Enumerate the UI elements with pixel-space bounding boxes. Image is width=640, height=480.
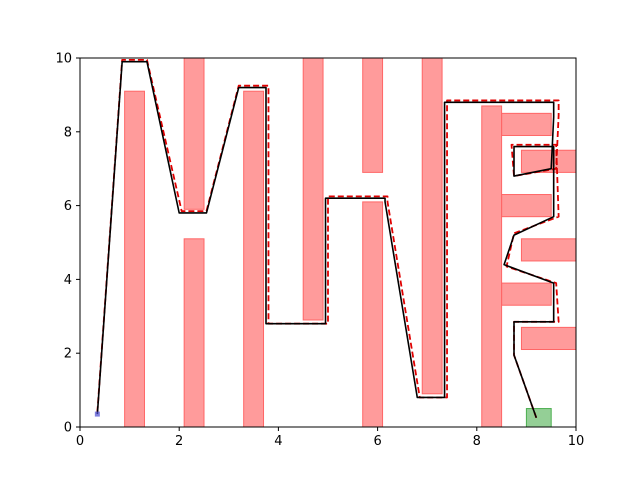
obstacles-layer	[124, 57, 577, 428]
axes-frame	[79, 57, 577, 428]
obstacle-1	[183, 238, 205, 428]
x-tick-label: 10	[568, 434, 585, 449]
path-series-solid	[96, 60, 555, 419]
x-tick-label: 8	[473, 434, 481, 449]
obstacle-4	[302, 57, 324, 321]
x-tick-label: 4	[274, 434, 282, 449]
obstacle-14	[520, 326, 577, 351]
obstacle-5	[362, 201, 384, 428]
series-layer	[96, 58, 560, 419]
obstacle-3	[243, 90, 265, 428]
x-tick-label: 2	[175, 434, 183, 449]
y-tick-label: 8	[64, 125, 72, 140]
y-tick-label: 2	[64, 347, 72, 362]
y-axis-ticks: 0 2 4 6 8 10	[55, 52, 80, 436]
obstacle-9	[501, 112, 552, 136]
y-tick-label: 4	[64, 273, 72, 288]
obstacle-8	[481, 105, 503, 428]
y-tick-label: 10	[55, 52, 72, 67]
x-axis-ticks: 0 2 4 6 8 10	[76, 427, 584, 449]
goal-layer	[525, 408, 552, 428]
obstacle-6	[362, 57, 384, 173]
y-tick-label: 0	[64, 421, 72, 436]
start-point	[94, 411, 100, 417]
goal-region	[525, 408, 552, 428]
obstacle-12	[520, 238, 577, 262]
obstacle-0	[124, 90, 145, 428]
obstacle-13	[501, 282, 552, 306]
x-tick-label: 0	[76, 434, 84, 449]
obstacle-11	[501, 194, 552, 218]
start-layer	[94, 411, 100, 417]
obstacle-7	[421, 57, 443, 395]
x-tick-label: 6	[373, 434, 381, 449]
y-tick-label: 6	[64, 199, 72, 214]
obstacle-2	[183, 57, 205, 210]
